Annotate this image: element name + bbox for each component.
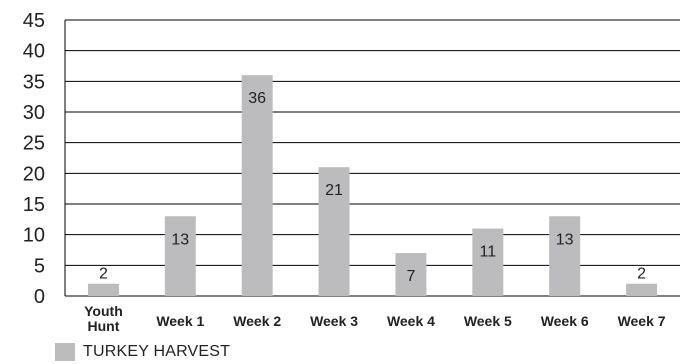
data-label: 2 [637,266,646,283]
bar [241,75,273,296]
bar [472,228,504,296]
y-tick-label: 45 [23,10,45,32]
y-tick-label: 35 [23,71,45,93]
data-label: 7 [406,268,415,285]
y-tick-label: 5 [34,255,45,277]
x-tick-label: Week 2 [233,313,281,329]
y-tick-label: 25 [23,133,45,155]
data-label: 2 [99,266,108,283]
data-label: 36 [248,90,266,107]
legend: TURKEY HARVEST [55,342,230,362]
y-tick-label: 0 [34,286,45,308]
x-tick-label: Youth Hunt [84,303,123,334]
data-label: 13 [171,231,189,248]
x-tick-label: Week 7 [618,313,666,329]
x-tick-label: Week 4 [387,313,435,329]
y-tick-label: 20 [23,163,45,185]
legend-swatch [55,343,75,361]
bar [626,283,658,296]
data-label: 21 [325,182,343,199]
y-tick-label: 15 [23,194,45,216]
y-tick-label: 40 [23,41,45,63]
legend-label: TURKEY HARVEST [83,343,231,360]
x-tick-label: Week 6 [541,313,589,329]
data-label: 13 [556,231,574,248]
bar [318,167,350,296]
bar-chart: 0 5 10 15 20 25 30 35 40 45 2 Youth Hunt 13 Week 1 36 We… [23,10,680,334]
bar [395,253,427,296]
bar [87,283,119,296]
x-tick-label: Week 5 [464,313,512,329]
bar [164,216,196,296]
bar [549,216,581,296]
y-tick-label: 30 [23,102,45,124]
x-tick-label: Week 1 [156,313,204,329]
x-tick-label: Week 3 [310,313,358,329]
y-tick-label: 10 [23,225,45,247]
data-label: 11 [480,244,497,261]
